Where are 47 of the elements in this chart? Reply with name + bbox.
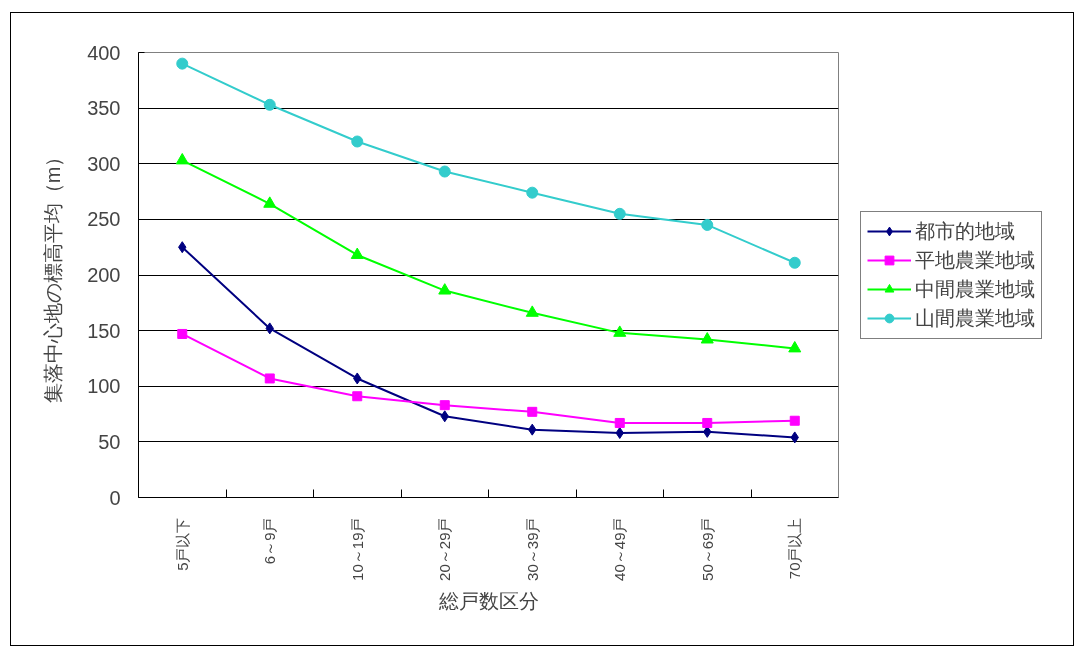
x-tick-label: 5戸以下: [173, 517, 191, 571]
x-tick-label: 10～19戸: [348, 517, 366, 581]
y-tick-label: 400: [87, 41, 121, 64]
point: [177, 328, 188, 339]
x-tick-label: 30～39戸: [523, 517, 541, 581]
point: [526, 186, 539, 199]
y-tick-label: 100: [87, 375, 121, 398]
x-tick-label: 50～69戸: [698, 517, 716, 581]
point: [702, 417, 713, 428]
point: [439, 400, 450, 411]
point: [788, 341, 802, 353]
x-tick-label: 20～29戸: [436, 517, 454, 581]
point: [438, 165, 451, 178]
point: [527, 406, 538, 417]
point: [525, 305, 539, 317]
x-tick-label: 70戸以上: [786, 517, 804, 580]
y-tick-label: 350: [87, 97, 121, 120]
legend-label: 中間農業地域: [915, 276, 1035, 302]
y-tick-label: 200: [87, 264, 121, 286]
point: [175, 152, 189, 165]
point: [700, 332, 714, 344]
point: [263, 98, 276, 111]
y-tick-label: 150: [87, 319, 121, 342]
y-axis-title: 集落中心地の標高平均（m）: [42, 146, 65, 404]
legend-label: 平地農業地域: [915, 247, 1035, 273]
y-tick-label: 50: [98, 430, 121, 453]
point: [789, 415, 800, 426]
point: [613, 325, 627, 337]
x-axis-title: 総戸数区分: [437, 589, 539, 612]
point: [263, 196, 277, 208]
y-tick-label: 300: [87, 152, 121, 175]
x-tick-label: 40～49戸: [611, 517, 629, 581]
point: [438, 283, 452, 295]
point: [614, 417, 625, 428]
point: [264, 373, 275, 384]
point: [176, 57, 189, 70]
point: [350, 247, 364, 259]
point: [701, 218, 714, 231]
x-tick-label: 6～9戸: [261, 517, 279, 565]
legend-label: 都市的地域: [915, 218, 1015, 244]
point: [352, 391, 363, 402]
point: [788, 256, 801, 269]
point: [613, 207, 626, 220]
legend-label: 山間農業地域: [915, 305, 1035, 331]
y-tick-label: 250: [87, 208, 121, 231]
point: [351, 135, 364, 148]
y-tick-label: 0: [109, 486, 121, 509]
